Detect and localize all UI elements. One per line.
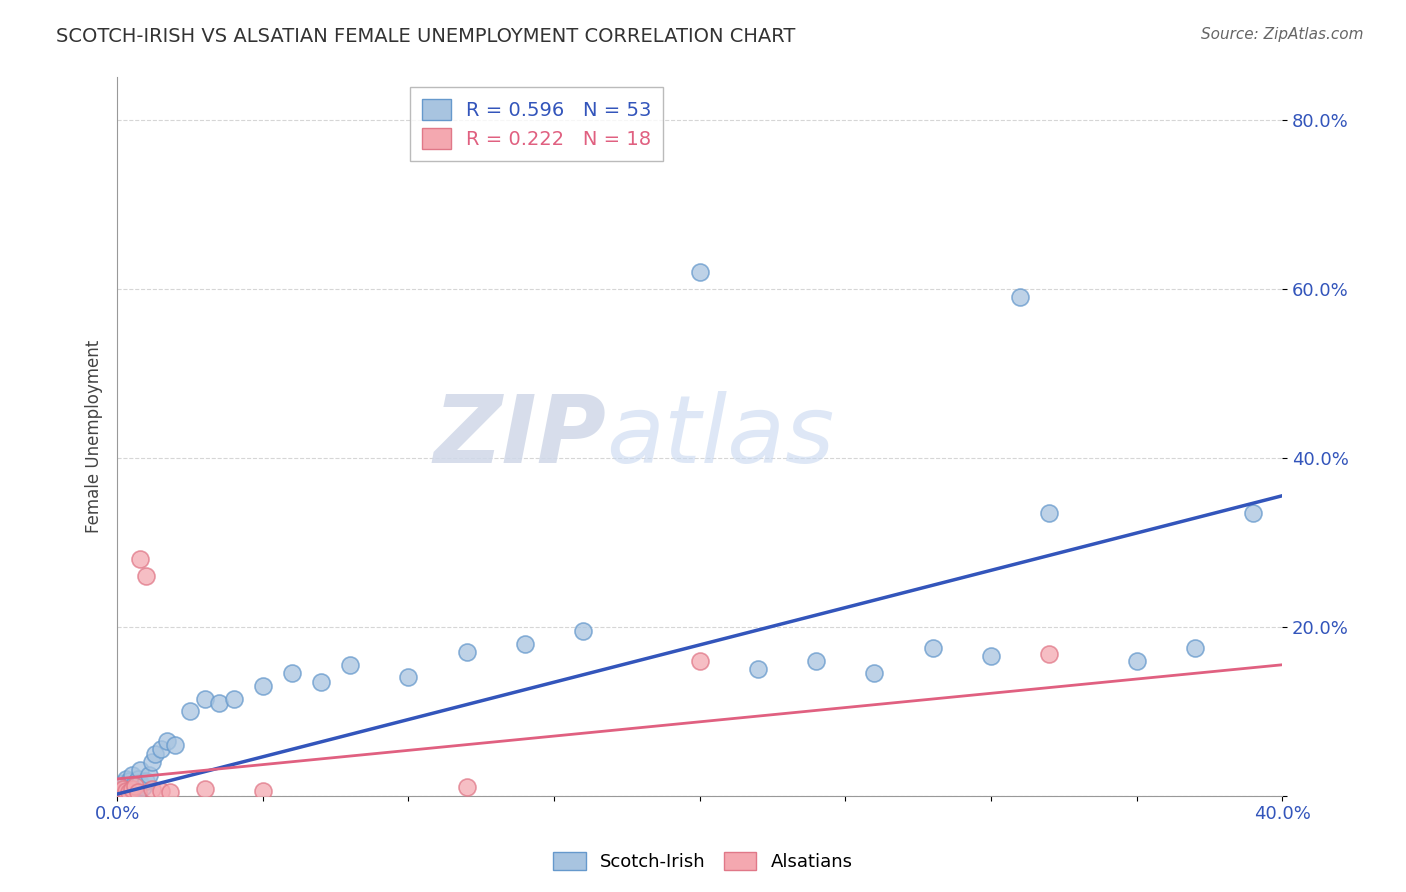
Point bbox=[132, 780, 155, 795]
Text: Source: ZipAtlas.com: Source: ZipAtlas.com bbox=[1201, 27, 1364, 42]
Point bbox=[121, 779, 143, 793]
Point bbox=[124, 779, 146, 793]
Point bbox=[121, 767, 143, 781]
Point bbox=[149, 783, 172, 797]
Point bbox=[118, 785, 141, 799]
Point bbox=[111, 783, 134, 797]
Point bbox=[689, 654, 711, 668]
Point bbox=[689, 265, 711, 279]
Text: ZIP: ZIP bbox=[433, 391, 606, 483]
Point bbox=[124, 782, 146, 797]
Point bbox=[115, 784, 138, 798]
Point bbox=[138, 767, 160, 781]
Point bbox=[127, 780, 149, 795]
Point bbox=[747, 662, 769, 676]
Point bbox=[111, 782, 134, 797]
Point bbox=[1241, 506, 1264, 520]
Point bbox=[339, 657, 361, 672]
Point bbox=[1010, 290, 1032, 304]
Point bbox=[572, 624, 595, 638]
Point bbox=[111, 776, 134, 790]
Point bbox=[129, 776, 152, 790]
Point bbox=[456, 645, 478, 659]
Point bbox=[980, 649, 1002, 664]
Point bbox=[135, 773, 157, 788]
Point bbox=[127, 784, 149, 798]
Point bbox=[1125, 654, 1147, 668]
Point bbox=[111, 780, 134, 795]
Legend: R = 0.596   N = 53, R = 0.222   N = 18: R = 0.596 N = 53, R = 0.222 N = 18 bbox=[411, 87, 664, 161]
Point bbox=[108, 779, 131, 793]
Point bbox=[222, 691, 245, 706]
Point bbox=[1038, 647, 1060, 661]
Point bbox=[108, 784, 131, 798]
Point bbox=[156, 734, 179, 748]
Point bbox=[159, 784, 181, 798]
Point bbox=[121, 782, 143, 797]
Point bbox=[1184, 640, 1206, 655]
Point bbox=[108, 784, 131, 798]
Point bbox=[921, 640, 943, 655]
Point bbox=[115, 772, 138, 786]
Y-axis label: Female Unemployment: Female Unemployment bbox=[86, 340, 103, 533]
Text: atlas: atlas bbox=[606, 391, 835, 482]
Point bbox=[252, 783, 274, 797]
Point bbox=[208, 696, 231, 710]
Point bbox=[165, 738, 187, 752]
Point bbox=[124, 776, 146, 790]
Text: SCOTCH-IRISH VS ALSATIAN FEMALE UNEMPLOYMENT CORRELATION CHART: SCOTCH-IRISH VS ALSATIAN FEMALE UNEMPLOY… bbox=[56, 27, 796, 45]
Point bbox=[121, 782, 143, 797]
Point bbox=[111, 786, 134, 800]
Point bbox=[118, 780, 141, 795]
Legend: Scotch-Irish, Alsatians: Scotch-Irish, Alsatians bbox=[546, 845, 860, 879]
Point bbox=[193, 691, 215, 706]
Point bbox=[127, 772, 149, 786]
Point bbox=[398, 670, 420, 684]
Point bbox=[129, 764, 152, 778]
Point bbox=[118, 785, 141, 799]
Point bbox=[115, 783, 138, 797]
Point bbox=[281, 666, 304, 681]
Point bbox=[141, 755, 163, 769]
Point bbox=[252, 679, 274, 693]
Point bbox=[141, 782, 163, 797]
Point bbox=[806, 654, 828, 668]
Point bbox=[456, 780, 478, 795]
Point bbox=[179, 704, 201, 718]
Point bbox=[115, 782, 138, 797]
Point bbox=[863, 666, 886, 681]
Point bbox=[513, 637, 536, 651]
Point bbox=[193, 782, 215, 797]
Point bbox=[108, 782, 131, 797]
Point bbox=[143, 747, 166, 761]
Point bbox=[309, 674, 332, 689]
Point bbox=[1038, 506, 1060, 520]
Point bbox=[108, 780, 131, 795]
Point bbox=[118, 773, 141, 788]
Point bbox=[149, 742, 172, 756]
Point bbox=[135, 569, 157, 583]
Point bbox=[129, 552, 152, 566]
